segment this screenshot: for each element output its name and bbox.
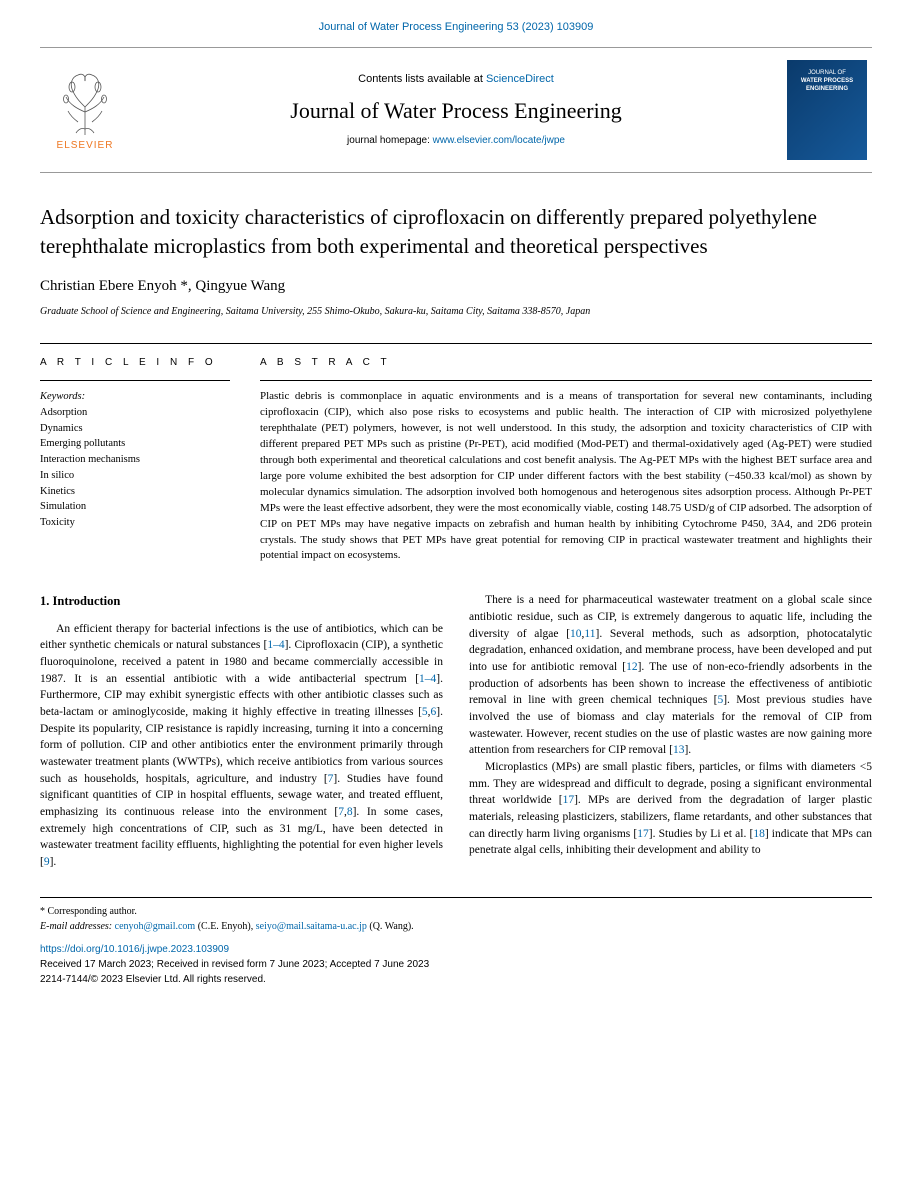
intro-para-1: An efficient therapy for bacterial infec… [40, 621, 443, 871]
affiliation: Graduate School of Science and Engineeri… [40, 305, 872, 319]
keyword: Adsorption [40, 405, 230, 421]
homepage-prefix: journal homepage: [347, 135, 433, 146]
keyword: Emerging pollutants [40, 436, 230, 452]
abstract-column: A B S T R A C T Plastic debris is common… [260, 356, 872, 564]
info-abstract-row: A R T I C L E I N F O Keywords: Adsorpti… [40, 343, 872, 564]
intro-heading: 1. Introduction [40, 592, 443, 610]
authors-line: Christian Ebere Enyoh *, Qingyue Wang [40, 276, 872, 297]
email-link-2[interactable]: seiyo@mail.saitama-u.ac.jp [256, 921, 367, 932]
homepage-link[interactable]: www.elsevier.com/locate/jwpe [433, 135, 565, 146]
intro-para-2: There is a need for pharmaceutical waste… [469, 592, 872, 759]
sciencedirect-link[interactable]: ScienceDirect [486, 73, 554, 85]
journal-name: Journal of Water Process Engineering [130, 96, 782, 127]
t: ]. Studies by Li et al. [ [649, 828, 754, 840]
keyword: Interaction mechanisms [40, 452, 230, 468]
email1-suffix: (C.E. Enyoh), [195, 921, 256, 932]
header-citation: Journal of Water Process Engineering 53 … [40, 20, 872, 35]
banner-center: Contents lists available at ScienceDirec… [130, 56, 782, 164]
contents-prefix: Contents lists available at [358, 73, 486, 85]
cover-line3: ENGINEERING [793, 86, 861, 94]
abstract-text: Plastic debris is commonplace in aquatic… [260, 380, 872, 564]
citation-link[interactable]: 12 [626, 661, 638, 673]
article-info-label: A R T I C L E I N F O [40, 356, 230, 370]
keyword: In silico [40, 468, 230, 484]
homepage-line: journal homepage: www.elsevier.com/locat… [130, 134, 782, 148]
intro-para-3: Microplastics (MPs) are small plastic fi… [469, 759, 872, 859]
email2-suffix: (Q. Wang). [367, 921, 414, 932]
authors-text: Christian Ebere Enyoh *, Qingyue Wang [40, 278, 285, 294]
citation-link[interactable]: 18 [753, 828, 765, 840]
citation-link[interactable]: 1–4 [419, 673, 436, 685]
citation-link[interactable]: 17 [637, 828, 649, 840]
cover-block: JOURNAL OF WATER PROCESS ENGINEERING [782, 56, 872, 164]
corresponding-author-note: * Corresponding author. [40, 904, 872, 919]
article-info-column: A R T I C L E I N F O Keywords: Adsorpti… [40, 356, 230, 564]
cover-line2: WATER PROCESS [793, 78, 861, 86]
abstract-label: A B S T R A C T [260, 356, 872, 370]
keyword: Simulation [40, 499, 230, 515]
doi-link[interactable]: https://doi.org/10.1016/j.jwpe.2023.1039… [40, 944, 229, 955]
footer-block: * Corresponding author. E-mail addresses… [40, 897, 872, 987]
received-line: Received 17 March 2023; Received in revi… [40, 957, 872, 972]
t: ]. [684, 744, 691, 756]
keywords-label: Keywords: [40, 389, 230, 405]
email-line: E-mail addresses: cenyoh@gmail.com (C.E.… [40, 919, 872, 934]
cover-line1: JOURNAL OF [793, 70, 861, 78]
journal-cover-thumbnail: JOURNAL OF WATER PROCESS ENGINEERING [787, 60, 867, 160]
citation-link[interactable]: 13 [673, 744, 685, 756]
keywords-block: Keywords: Adsorption Dynamics Emerging p… [40, 380, 230, 531]
publisher-block: ELSEVIER [40, 56, 130, 164]
issn-copyright-line: 2214-7144/© 2023 Elsevier Ltd. All right… [40, 972, 872, 987]
citation-link[interactable]: 11 [584, 628, 595, 640]
article-title: Adsorption and toxicity characteristics … [40, 203, 872, 260]
email-prefix: E-mail addresses: [40, 921, 115, 932]
journal-banner: ELSEVIER Contents lists available at Sci… [40, 47, 872, 173]
body-two-column: 1. Introduction An efficient therapy for… [40, 592, 872, 870]
contents-available-line: Contents lists available at ScienceDirec… [130, 72, 782, 87]
keyword: Kinetics [40, 484, 230, 500]
citation-link[interactable]: 1–4 [267, 639, 284, 651]
elsevier-tree-icon [50, 67, 120, 137]
t: ]. [50, 856, 57, 868]
keyword: Dynamics [40, 421, 230, 437]
keyword: Toxicity [40, 515, 230, 531]
publisher-label: ELSEVIER [57, 139, 114, 153]
citation-link[interactable]: 10 [570, 628, 582, 640]
citation-link[interactable]: 17 [563, 794, 575, 806]
email-link-1[interactable]: cenyoh@gmail.com [115, 921, 196, 932]
